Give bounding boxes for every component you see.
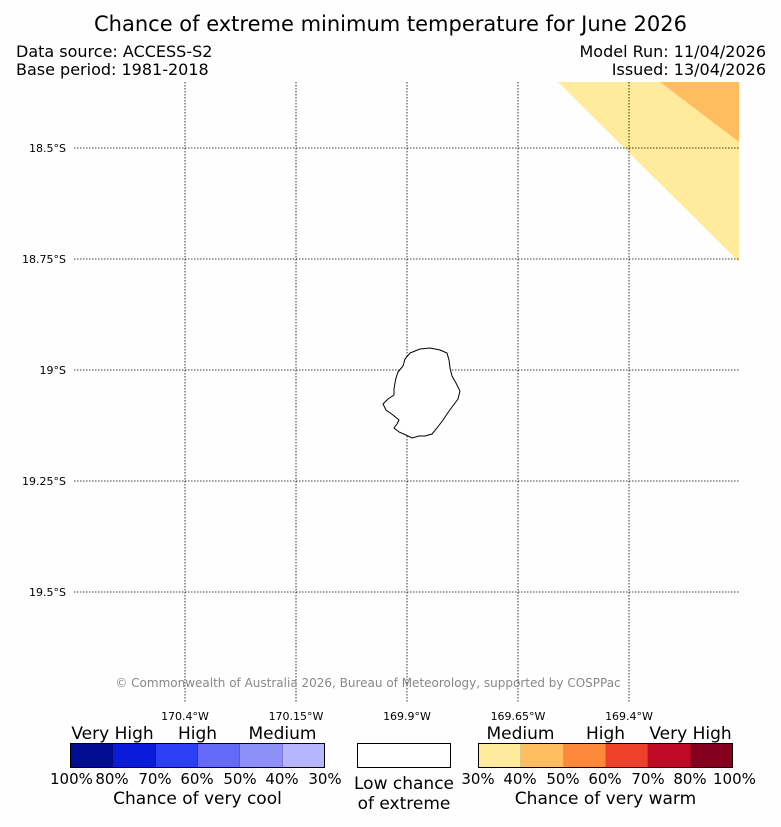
model-run: Model Run: 11/04/2026 — [579, 42, 767, 61]
warm-colorbar — [478, 743, 733, 768]
lon-label-170-4: 170.4°W — [161, 710, 209, 723]
issued-date: Issued: 13/04/2026 — [611, 60, 766, 79]
cool-tick-30: 30% — [308, 770, 342, 788]
neutral-legend-title: Low chance of extreme — [340, 774, 468, 814]
run-info: Model Run: 11/04/2026 Issued: 13/04/2026 — [580, 43, 767, 79]
lat-label-19-5: 19.5°S — [29, 586, 66, 599]
warm-tick-60: 60% — [588, 770, 622, 788]
warm-swatch-60-70 — [605, 744, 649, 767]
cool-tick-70: 70% — [138, 770, 172, 788]
warm-tick-80: 80% — [673, 770, 707, 788]
warm-swatch-80-100 — [690, 744, 732, 767]
cool-group-very-high: Very High — [71, 724, 154, 744]
cool-tick-50: 50% — [223, 770, 257, 788]
warm-tick-100: 100% — [713, 770, 756, 788]
lat-label-19-25: 19.25°S — [22, 475, 66, 488]
cool-swatch-60-70 — [155, 744, 198, 767]
cool-legend-title: Chance of very cool — [113, 789, 282, 809]
data-source: Data source: ACCESS-S2 — [16, 42, 213, 61]
island-outline — [382, 347, 461, 439]
cool-tick-80: 80% — [95, 770, 129, 788]
lon-label-169-4: 169.4°W — [605, 710, 653, 723]
lat-label-18-75: 18.75°S — [22, 253, 66, 266]
cool-swatch-70-80 — [113, 744, 156, 767]
warm-tick-40: 40% — [503, 770, 537, 788]
neutral-title-line2: of extreme — [357, 794, 451, 814]
cool-tick-60: 60% — [180, 770, 214, 788]
warm-swatch-40-50 — [521, 744, 564, 767]
warm-swatch-50-60 — [563, 744, 606, 767]
cool-group-medium: Medium — [248, 724, 317, 744]
warm-group-medium: Medium — [486, 724, 555, 744]
warm-group-high: High — [585, 724, 626, 744]
cool-swatch-40-50 — [240, 744, 283, 767]
cool-colorbar — [70, 743, 325, 768]
copyright-notice: © Commonwealth of Australia 2026, Bureau… — [115, 676, 621, 690]
warm-legend-title: Chance of very warm — [514, 789, 697, 809]
shading-medium-40-50 — [660, 82, 739, 142]
cool-tick-40: 40% — [265, 770, 299, 788]
warm-tick-30: 30% — [461, 770, 495, 788]
warm-tick-50: 50% — [546, 770, 580, 788]
lon-label-169-65: 169.65°W — [490, 710, 546, 723]
warm-swatch-70-80 — [648, 744, 691, 767]
cool-group-high: High — [177, 724, 218, 744]
lon-label-170-15: 170.15°W — [268, 710, 324, 723]
cool-swatch-50-60 — [197, 744, 241, 767]
map-title: Chance of extreme minimum temperature fo… — [94, 12, 687, 36]
shading-medium-30-40 — [558, 82, 739, 262]
lat-label-18-5: 18.5°S — [29, 142, 66, 155]
warm-group-very-high: Very High — [649, 724, 732, 744]
cool-tick-100: 100% — [50, 770, 93, 788]
neutral-title-line1: Low chance — [354, 774, 454, 794]
neutral-swatch — [357, 743, 451, 768]
warm-swatch-30-40 — [479, 744, 522, 767]
lat-label-19: 19°S — [39, 364, 66, 377]
lon-label-169-9: 169.9°W — [383, 710, 431, 723]
base-period: Base period: 1981-2018 — [16, 60, 209, 79]
cool-swatch-80-100 — [71, 744, 114, 767]
warm-tick-70: 70% — [631, 770, 665, 788]
cool-swatch-30-40 — [282, 744, 324, 767]
source-info: Data source: ACCESS-S2 Base period: 1981… — [16, 43, 212, 79]
map-panel — [74, 82, 739, 703]
